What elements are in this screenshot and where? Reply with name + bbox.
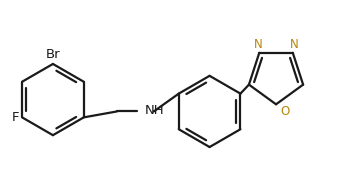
- Text: O: O: [280, 105, 290, 118]
- Text: N: N: [254, 38, 262, 51]
- Text: NH: NH: [144, 104, 164, 117]
- Text: Br: Br: [46, 48, 60, 61]
- Text: F: F: [12, 111, 20, 124]
- Text: N: N: [290, 38, 298, 51]
